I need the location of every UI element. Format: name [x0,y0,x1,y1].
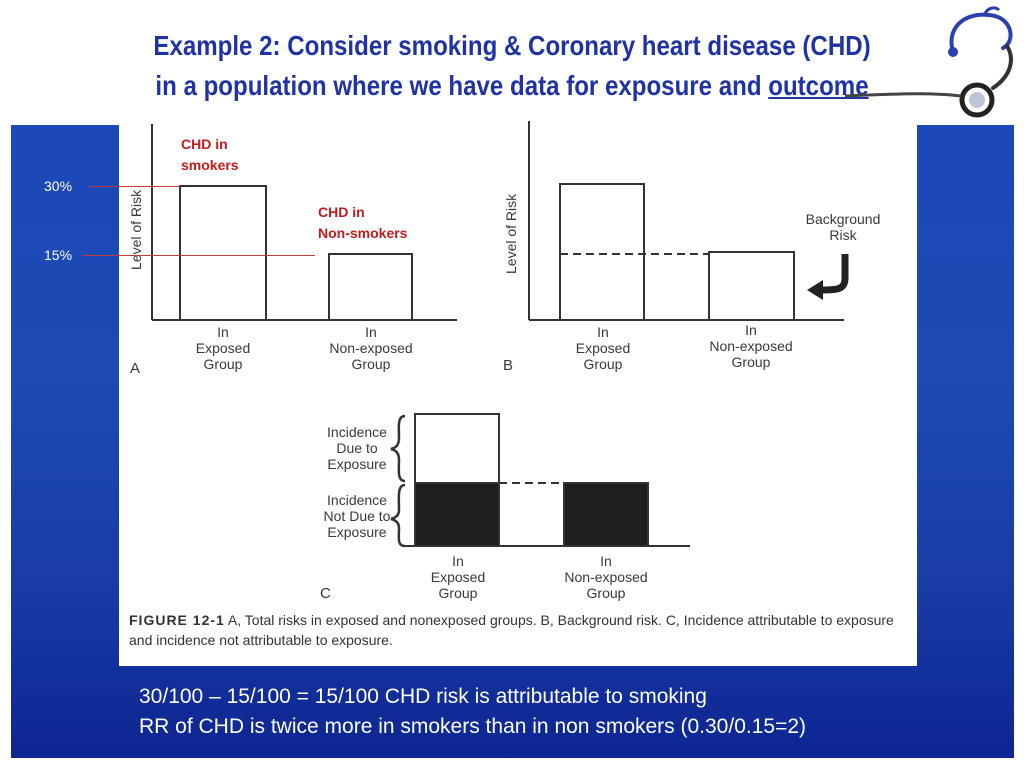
pct-15-label: 15% [44,247,73,263]
panel-b-letter: B [503,357,513,374]
panel-c-exposed-label-2: Exposed [431,569,485,585]
chd-nonsmokers-label: CHD in Non-smokers [318,202,407,244]
stethoscope-icon [844,6,1013,118]
panel-c-letter: C [320,585,331,602]
panel-a-exposed-label-2: Exposed [196,340,250,356]
figure-caption: FIGURE 12-1 A, Total risks in exposed an… [129,610,909,650]
panel-b-exposed-label-1: In [597,324,609,340]
pct-30-label: 30% [44,178,73,194]
panel-a-exposed-label-1: In [217,324,229,340]
incidence-not-due-label-3: Exposure [327,524,386,540]
panel-a-nonexposed-bar [328,253,413,321]
panel-a-letter: A [130,360,140,377]
panel-c-nonexposed-label-1: In [600,553,612,569]
figure-caption-label: FIGURE 12-1 [129,612,225,628]
panel-c-nonexposed-label-2: Non-exposed [564,569,647,585]
bottom-text-line-1: 30/100 – 15/100 = 15/100 CHD risk is att… [139,685,707,708]
chd-nonsmokers-label-line-2: Non-smokers [318,225,408,241]
background-risk-label-2: Risk [829,227,857,243]
title-line-2-prefix: in a population where we have data for e… [155,70,769,101]
title-line-2: in a population where we have data for e… [72,66,953,106]
panel-b-y-label: Level of Risk [503,193,519,274]
slide-title: Example 2: Consider smoking & Coronary h… [72,26,953,106]
panel-b-nonexposed-label-2: Non-exposed [709,338,792,354]
pct-15-line [83,255,315,256]
curved-arrow-icon [818,254,849,294]
panel-c-nonexposed-label-3: Group [587,585,626,601]
background-risk-label-1: Background [806,211,881,227]
incidence-not-due-label-1: Incidence [327,492,387,508]
figure-caption-text: A, Total risks in exposed and nonexposed… [129,612,894,648]
chd-smokers-label-line-1: CHD in [181,136,228,152]
incidence-due-label-1: Incidence [327,424,387,440]
panel-b-nonexposed-label-1: In [745,322,757,338]
panel-c-exposed-bar-top [414,413,500,484]
pct-30-line [90,186,180,187]
panel-a-nonexposed-label-1: In [365,324,377,340]
panel-c-exposed-label-3: Group [439,585,478,601]
panel-b-exposed-label-3: Group [584,356,623,372]
panel-b-exposed-bar [559,183,645,321]
panel-a-nonexposed-label-2: Non-exposed [329,340,412,356]
incidence-not-due-label-2: Not Due to [324,508,391,524]
panel-a-y-label: Level of Risk [128,189,144,270]
panel-b-exposed-label-2: Exposed [576,340,630,356]
brace-icon [390,483,406,548]
panel-a-exposed-bar [179,185,267,321]
title-line-1: Example 2: Consider smoking & Coronary h… [153,30,871,61]
incidence-due-label-3: Exposure [327,456,386,472]
panel-c-exposed-bar-bottom [414,482,500,547]
bottom-text-line-2: RR of CHD is twice more in smokers than … [139,715,807,738]
brace-icon [390,414,406,483]
incidence-due-label-2: Due to [336,440,377,456]
chd-smokers-label-line-2: smokers [181,157,239,173]
panel-c-exposed-label-1: In [452,553,464,569]
panel-b-nonexposed-bar [708,251,795,321]
panel-c-nonexposed-bar [563,482,649,547]
figure-drawing: Level of Risk Level of Risk A B C In Exp… [128,121,881,602]
textbook-figure: Level of Risk Level of Risk A B C In Exp… [119,118,917,666]
panel-b-nonexposed-label-3: Group [732,354,771,370]
chd-smokers-label: CHD in smokers [181,134,239,176]
panel-a-exposed-label-3: Group [204,356,243,372]
chd-nonsmokers-label-line-1: CHD in [318,204,365,220]
panel-a-nonexposed-label-3: Group [352,356,391,372]
bottom-text: 30/100 – 15/100 = 15/100 CHD risk is att… [139,682,806,742]
